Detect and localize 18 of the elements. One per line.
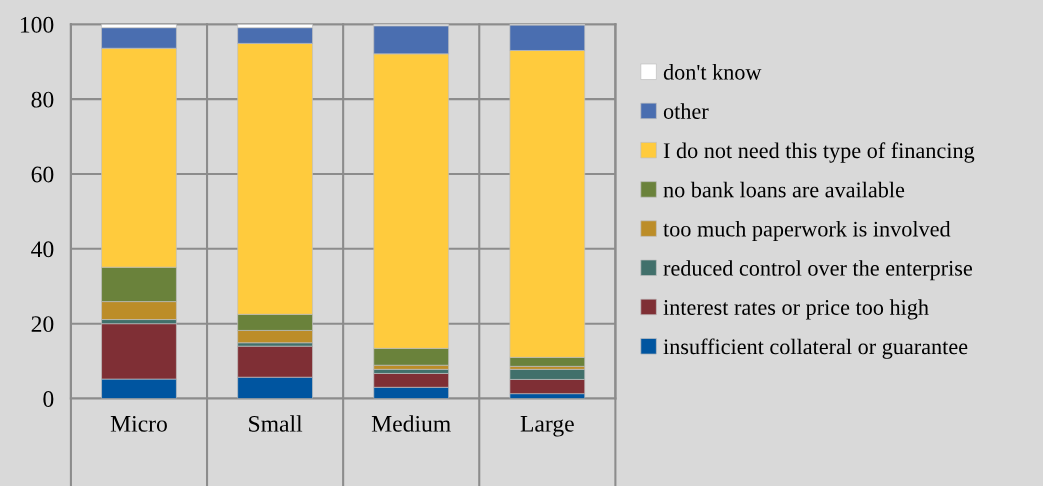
legend-label: no bank loans are available — [663, 181, 905, 198]
y-tick-label: 40 — [31, 241, 54, 258]
legend-label: don't know — [663, 64, 762, 80]
legend-label: reduced control over the enterprise — [663, 260, 972, 281]
legend-label: insufficient collateral or guarantee — [663, 338, 968, 359]
y-tick-label: 100 — [20, 16, 54, 33]
legend-label: interest rates or price too high — [663, 299, 929, 320]
y-tick-label: 80 — [31, 91, 54, 108]
legend-label: I do not need this type of financing — [663, 142, 975, 163]
legend-label: other — [663, 103, 709, 119]
y-tick-label: 0 — [43, 391, 54, 407]
legend-label: too much paperwork is involved — [663, 220, 951, 242]
x-tick-label: Large — [520, 416, 574, 437]
x-tick-label: Small — [249, 415, 303, 432]
y-tick-label: 20 — [31, 316, 54, 333]
y-tick-label: 60 — [31, 166, 54, 183]
x-tick-label: Micro — [110, 415, 167, 432]
x-tick-label: Medium — [371, 415, 451, 432]
